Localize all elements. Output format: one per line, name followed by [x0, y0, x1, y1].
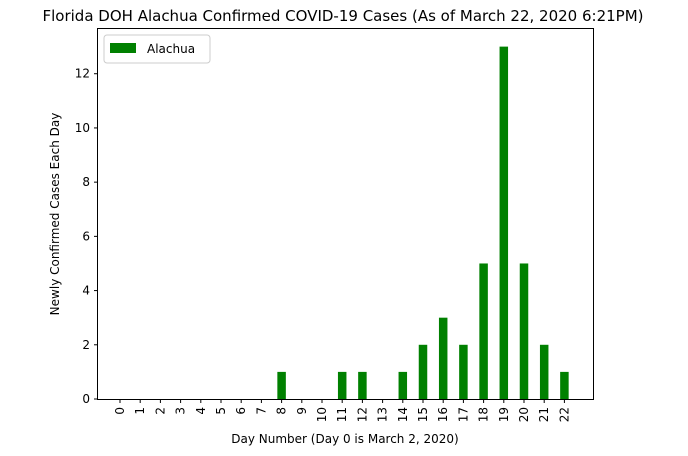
x-tick-label: 17 [456, 407, 470, 422]
x-tick-label: 2 [153, 407, 167, 415]
x-axis-ticks: 0 1 2 3 4 5 6 7 8 9 10 11 12 13 14 15 16 17 18 19 20 21 22 [113, 399, 571, 422]
bar-day-8 [277, 371, 286, 399]
x-tick-label: 1 [133, 407, 147, 415]
bar-day-22 [560, 371, 569, 399]
bar-day-12 [358, 371, 367, 399]
bar-day-17 [459, 344, 468, 399]
x-tick-label: 3 [174, 407, 188, 415]
x-tick-label: 8 [275, 407, 289, 415]
x-tick-label: 18 [477, 407, 491, 422]
x-tick-label: 21 [537, 407, 551, 422]
x-tick-label: 11 [335, 407, 349, 422]
x-tick-label: 5 [214, 407, 228, 415]
x-tick-label: 20 [517, 407, 531, 422]
legend: Alachua [103, 34, 211, 64]
bar-day-19 [499, 46, 509, 400]
chart-title: Florida DOH Alachua Confirmed COVID-19 C… [43, 7, 644, 25]
x-tick-label: 16 [436, 407, 450, 422]
bar-day-11 [337, 371, 347, 399]
y-tick-label: 8 [82, 175, 90, 189]
x-tick-label: 22 [557, 407, 571, 422]
y-tick-label: 0 [82, 392, 90, 406]
x-tick-label: 19 [497, 407, 511, 422]
y-tick-label: 10 [75, 121, 90, 135]
x-tick-label: 14 [396, 407, 410, 422]
y-tick-label: 2 [82, 338, 90, 352]
y-tick-label: 6 [82, 229, 90, 243]
x-tick-label: 12 [355, 407, 369, 422]
legend-box [103, 34, 211, 64]
x-tick-label: 13 [376, 407, 390, 422]
bar-day-15 [418, 344, 428, 399]
bar-day-14 [398, 371, 408, 399]
x-tick-label: 0 [113, 407, 127, 415]
plot-frame [97, 28, 594, 400]
legend-swatch [110, 43, 136, 53]
bar-day-21 [539, 344, 549, 399]
y-axis-ticks: 0 2 4 6 8 10 12 [75, 67, 98, 406]
y-tick-label: 12 [75, 67, 90, 81]
y-tick-label: 4 [82, 284, 90, 298]
y-axis-label: Newly Confirmed Cases Each Day [48, 113, 62, 316]
bar-day-20 [519, 263, 529, 399]
x-axis-label: Day Number (Day 0 is March 2, 2020) [231, 432, 458, 446]
x-tick-label: 9 [295, 407, 309, 415]
legend-label: Alachua [147, 42, 195, 56]
x-tick-label: 15 [416, 407, 430, 422]
bars-group [277, 46, 569, 400]
x-tick-label: 7 [254, 407, 268, 415]
x-tick-label: 4 [194, 407, 208, 415]
bar-day-18 [479, 263, 488, 399]
x-tick-label: 10 [315, 407, 329, 422]
x-tick-label: 6 [234, 407, 248, 415]
bar-day-16 [438, 317, 448, 399]
